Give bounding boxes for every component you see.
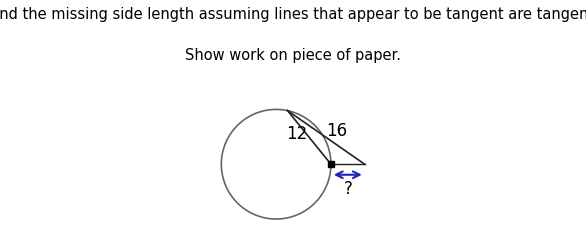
Text: 12: 12 [286, 125, 307, 143]
Text: Find the missing side length assuming lines that appear to be tangent are tangen: Find the missing side length assuming li… [0, 7, 586, 22]
Text: 16: 16 [326, 122, 347, 140]
Text: ?: ? [343, 180, 352, 198]
Text: Show work on piece of paper.: Show work on piece of paper. [185, 48, 401, 63]
